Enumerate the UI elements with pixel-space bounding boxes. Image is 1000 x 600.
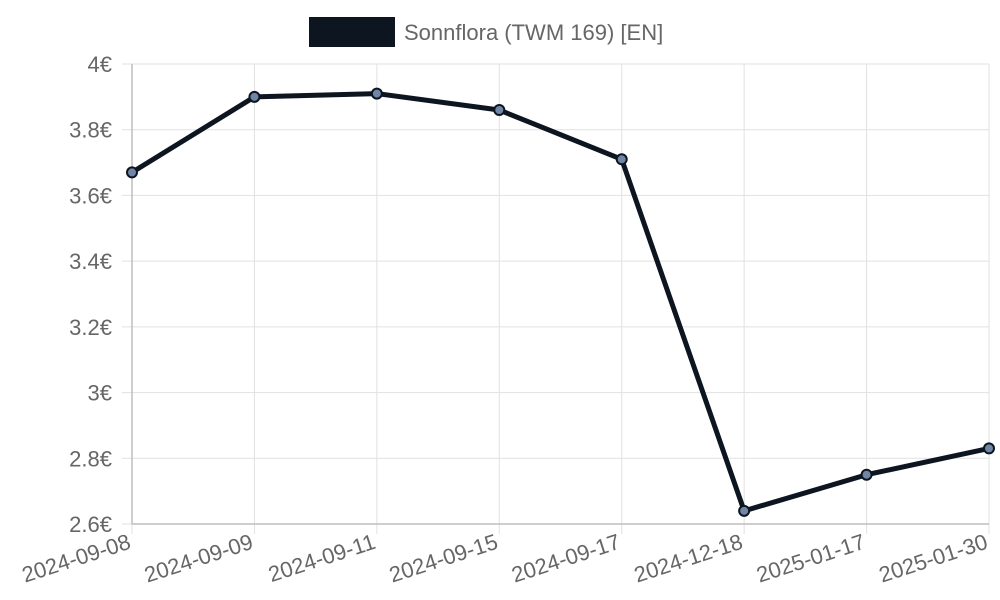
axes <box>131 64 989 525</box>
data-point[interactable] <box>738 504 751 517</box>
x-tick-label: 2024-09-17 <box>508 529 623 588</box>
x-tick-label: 2024-12-18 <box>631 529 746 588</box>
y-tick-label: 3.6€ <box>69 183 112 208</box>
legend[interactable]: Sonnflora (TWM 169) [EN] <box>309 17 663 47</box>
legend-label: Sonnflora (TWM 169) [EN] <box>404 20 663 45</box>
x-tick-label: 2024-09-11 <box>265 529 378 587</box>
y-tick-label: 3.4€ <box>69 249 112 274</box>
y-tick-label: 3€ <box>88 381 112 406</box>
legend-swatch <box>309 17 395 47</box>
y-tick-label: 3.8€ <box>69 118 112 143</box>
y-axis-ticks: 2.6€ 2.8€ 3€ 3.2€ 3.4€ 3.6€ 3.8€ 4€ <box>69 52 112 537</box>
x-tick-label: 2024-09-09 <box>141 529 256 588</box>
y-tick-label: 2.6€ <box>69 512 112 537</box>
x-tick-label: 2025-01-17 <box>753 529 868 588</box>
data-point[interactable] <box>493 104 506 116</box>
y-tick-label: 2.8€ <box>69 446 112 471</box>
data-point[interactable] <box>615 153 628 166</box>
data-point[interactable] <box>860 468 873 481</box>
data-point[interactable] <box>126 166 138 179</box>
y-tick-label: 3.2€ <box>69 315 112 340</box>
series <box>126 87 995 517</box>
x-axis-ticks: 2024-09-08 2024-09-09 2024-09-11 2024-09-15… <box>19 529 991 588</box>
x-tick-label: 2024-09-08 <box>19 529 134 588</box>
x-tick-label: 2024-09-15 <box>386 529 501 588</box>
data-point[interactable] <box>370 87 383 100</box>
series-line <box>129 91 992 514</box>
data-point[interactable] <box>983 442 995 455</box>
x-tick-label: 2025-01-30 <box>876 529 991 588</box>
data-point[interactable] <box>248 90 261 103</box>
y-tick-label: 4€ <box>88 52 112 77</box>
grid <box>122 63 990 534</box>
